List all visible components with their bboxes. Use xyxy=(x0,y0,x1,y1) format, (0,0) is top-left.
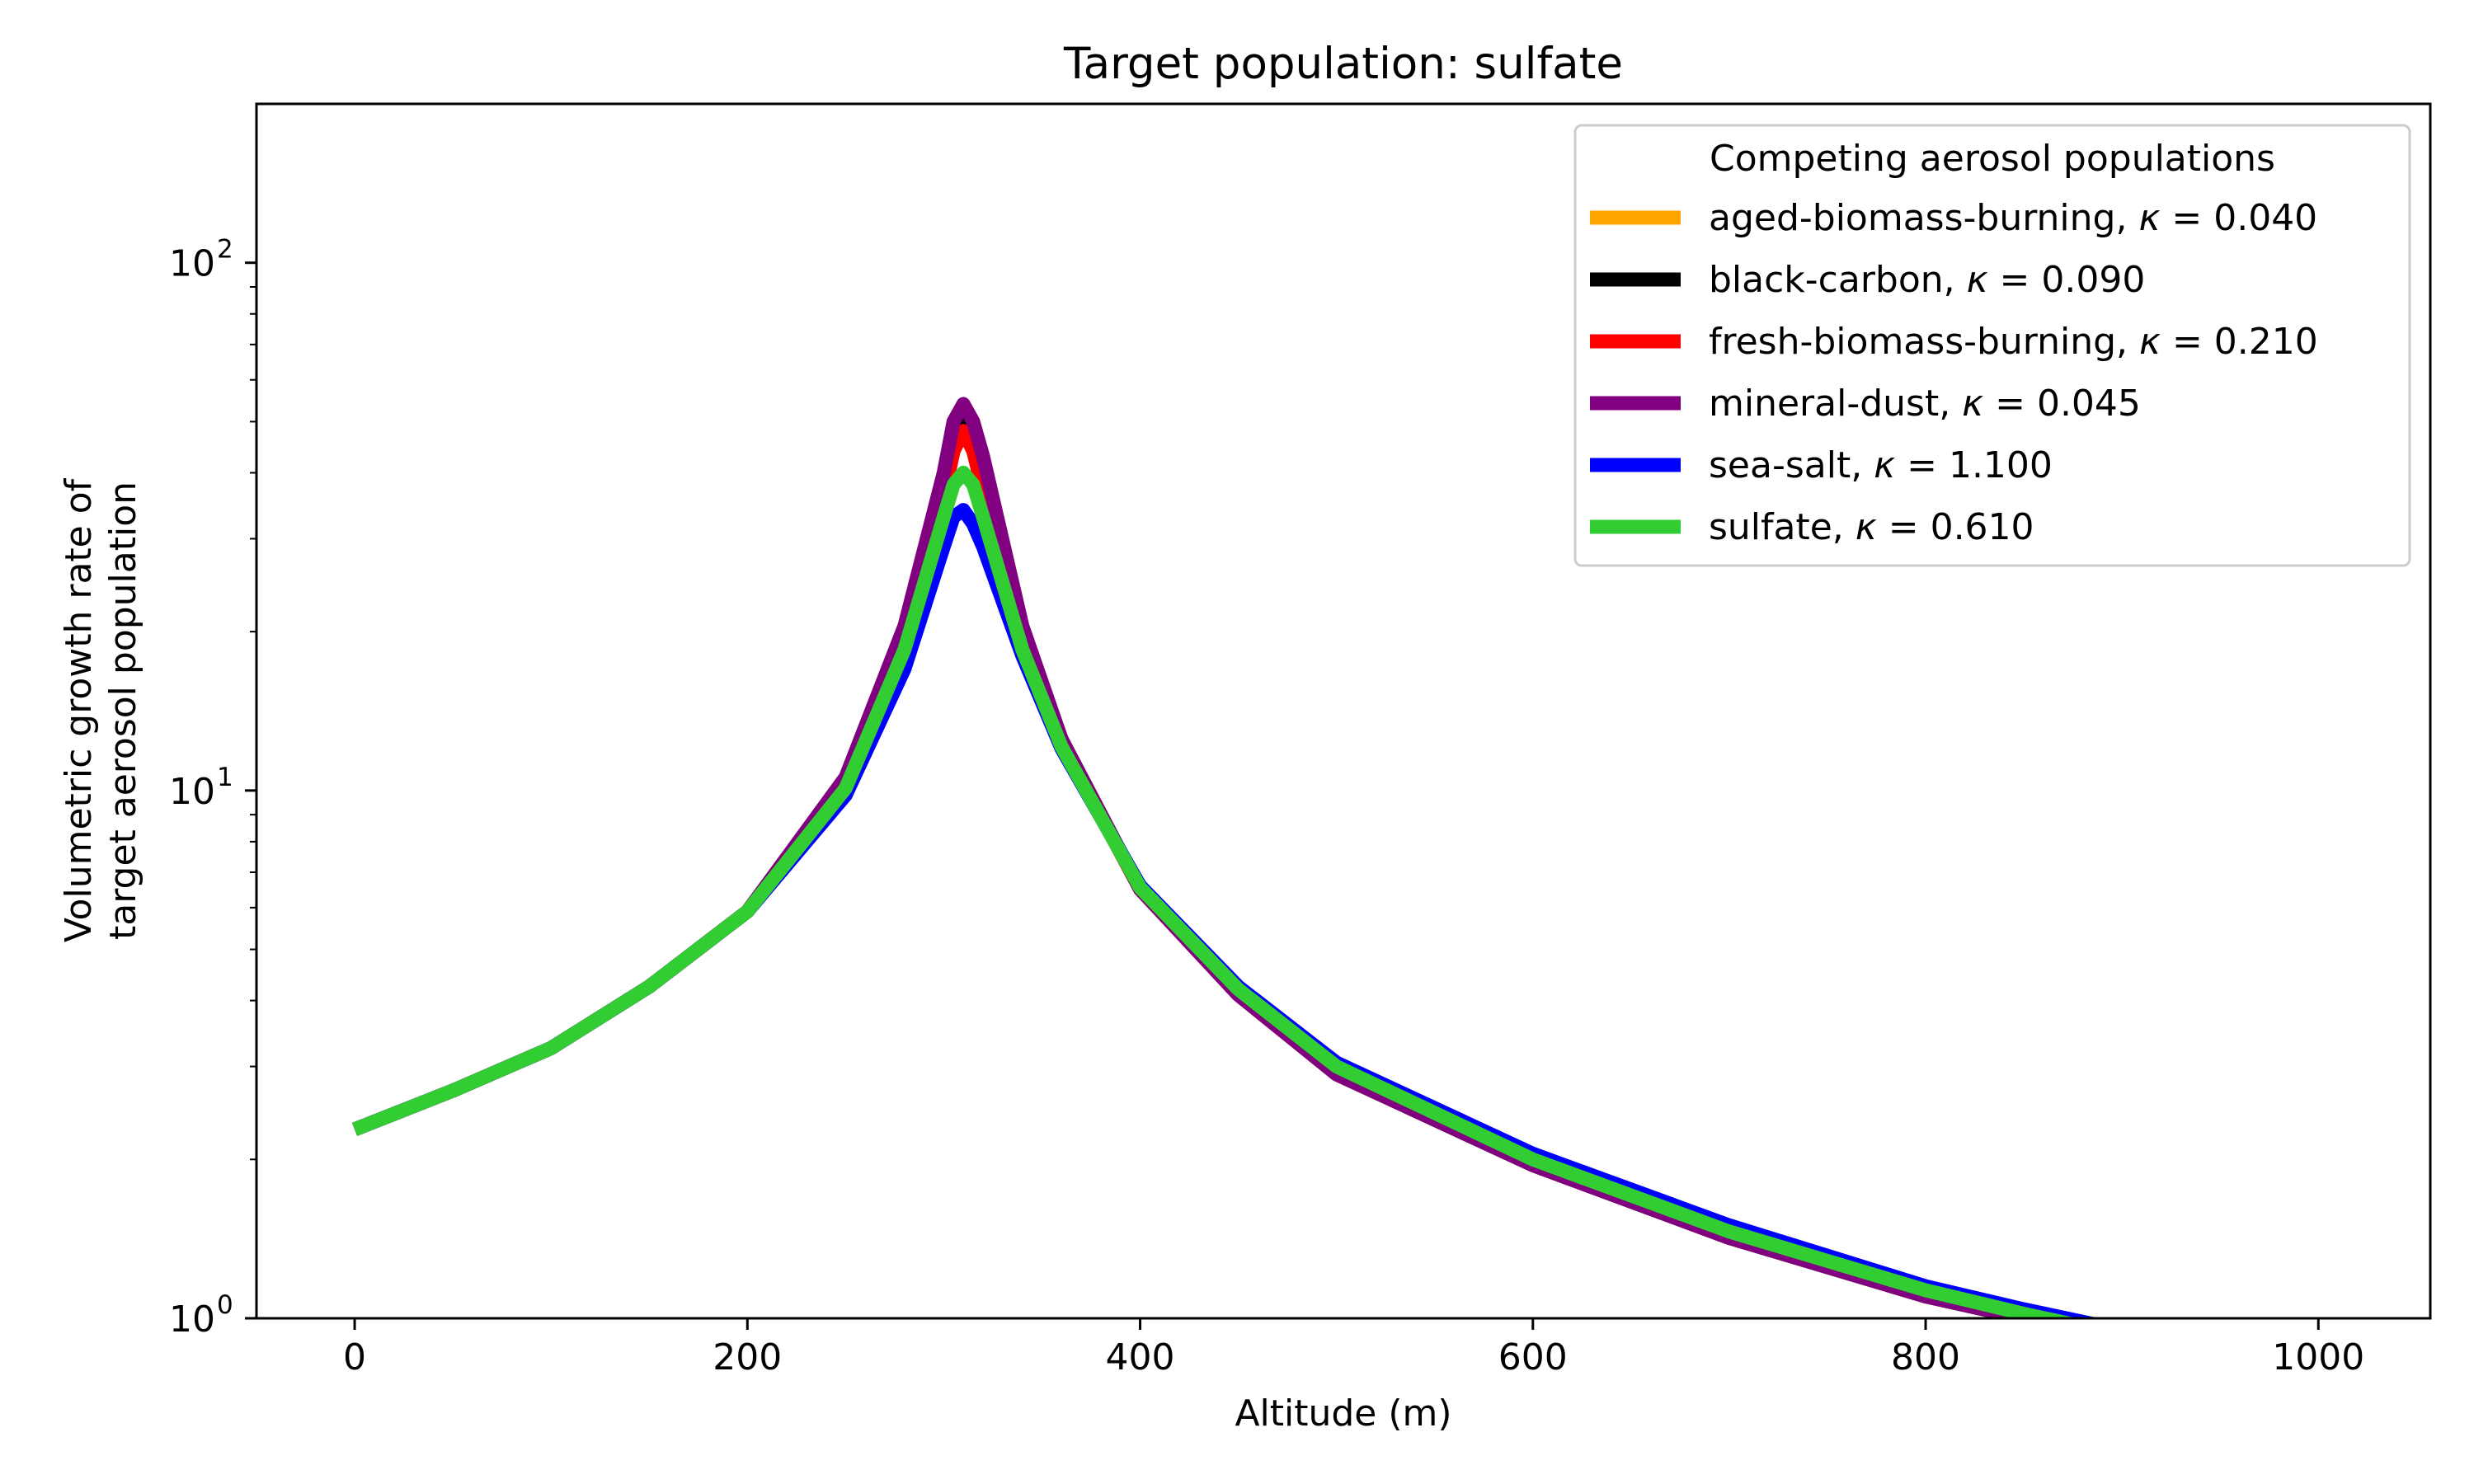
plot-area-frame xyxy=(255,102,2432,1320)
legend-box xyxy=(1573,124,2411,567)
y-tick-exponent: 2 xyxy=(217,235,233,265)
legend-label-1: black-carbon, κ = 0.090 xyxy=(1709,259,2145,301)
y-tick-exponent: 0 xyxy=(217,1290,233,1320)
x-tick-label: 1000 xyxy=(2272,1336,2364,1378)
legend-title: Competing aerosol populations xyxy=(1710,138,2275,180)
legend-entries: aged-biomass-burning, κ = 0.040 black-car… xyxy=(1590,197,2318,548)
x-tick-label: 400 xyxy=(1106,1336,1175,1378)
y-tick-exponent: 1 xyxy=(217,763,233,792)
legend-label-4: sea-salt, κ = 1.100 xyxy=(1709,444,2053,486)
x-axis-label: Altitude (m) xyxy=(1235,1392,1451,1435)
legend: Competing aerosol populations aged-bioma… xyxy=(1573,124,2411,567)
legend-label-0: aged-biomass-burning, κ = 0.040 xyxy=(1709,197,2317,239)
x-tick-label: 600 xyxy=(1498,1336,1568,1378)
legend-label-3: mineral-dust, κ = 0.045 xyxy=(1709,383,2141,425)
x-tick-label: 0 xyxy=(343,1336,366,1378)
x-tick-label: 800 xyxy=(1891,1336,1960,1378)
x-tick-label: 200 xyxy=(713,1336,782,1378)
y-tick-label: 10 xyxy=(169,243,215,285)
y-axis-label-line-2: target aerosol population xyxy=(102,481,144,940)
y-tick-label: 10 xyxy=(169,1298,215,1341)
x-axis: 0 200 400 600 800 1000 xyxy=(343,1318,2364,1378)
series-layer xyxy=(351,397,2100,1318)
series-line-5 xyxy=(351,465,2078,1318)
legend-label-2: fresh-biomass-burning, κ = 0.210 xyxy=(1709,321,2318,363)
chart-title: Target population: sulfate xyxy=(1063,39,1623,89)
y-tick-label: 10 xyxy=(169,771,215,813)
y-axis-label-line-1: Volumetric growth rate of xyxy=(58,477,100,942)
legend-label-5: sulfate, κ = 0.610 xyxy=(1709,506,2034,548)
